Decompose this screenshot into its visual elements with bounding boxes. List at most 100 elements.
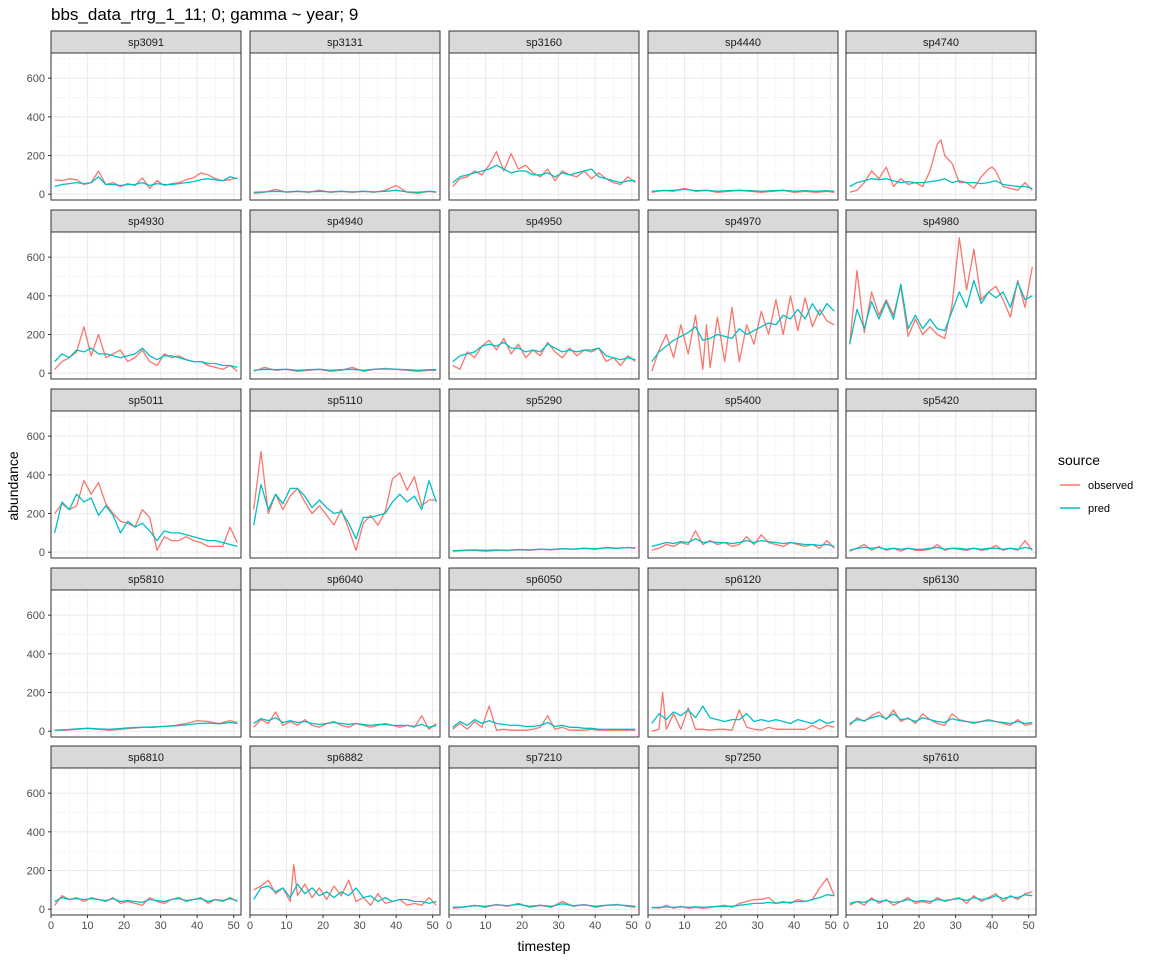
facet-panel-sp7610: sp7610 0 10 20 30 40 50 bbox=[843, 745, 1037, 932]
facet-panel-sp5011: sp5011 0 200 400 600 bbox=[27, 388, 242, 559]
y-tick-label: 0 bbox=[39, 547, 45, 559]
y-tick-label: 200 bbox=[27, 330, 45, 342]
facet-panel-sp4940: sp4940 bbox=[249, 209, 441, 380]
panel-background bbox=[449, 768, 639, 915]
series-line-pred bbox=[253, 717, 437, 728]
legend-title: source bbox=[1058, 452, 1100, 468]
panel-border bbox=[647, 589, 839, 738]
x-tick-label: 40 bbox=[986, 920, 998, 932]
y-tick-label: 200 bbox=[27, 688, 45, 700]
facet-label: sp5810 bbox=[128, 574, 164, 586]
panel-background bbox=[846, 590, 1036, 737]
x-tick-label: 30 bbox=[552, 920, 564, 932]
panel-border bbox=[845, 231, 1037, 380]
series-line-pred bbox=[253, 883, 437, 905]
facet-panel-sp4930: sp4930 0 200 400 600 bbox=[27, 209, 242, 380]
series-line-observed bbox=[849, 709, 1033, 727]
series-line-pred bbox=[651, 705, 835, 725]
facet-panel-sp6120: sp6120 bbox=[647, 567, 839, 738]
x-tick-label: 0 bbox=[446, 920, 452, 932]
series-line-observed bbox=[651, 691, 835, 732]
panel-background bbox=[250, 53, 440, 200]
panel-background bbox=[846, 53, 1036, 200]
panel-border bbox=[249, 410, 441, 559]
panel-border bbox=[845, 767, 1037, 916]
y-tick-label: 200 bbox=[27, 866, 45, 878]
panel-background bbox=[648, 768, 838, 915]
series-line-pred bbox=[452, 546, 636, 552]
panel-border bbox=[448, 52, 640, 201]
panel-border bbox=[249, 52, 441, 201]
y-tick-label: 0 bbox=[39, 368, 45, 380]
facet-panel-sp7250: sp7250 0 10 20 30 40 50 bbox=[645, 745, 839, 932]
panel-background bbox=[51, 590, 241, 737]
facet-panel-sp6810: sp6810 0 200 400 600 0 10 20 30 40 50 bbox=[27, 745, 242, 932]
x-tick-label: 50 bbox=[825, 920, 837, 932]
x-tick-label: 10 bbox=[876, 920, 888, 932]
y-tick-label: 600 bbox=[27, 73, 45, 85]
facet-panel-sp4970: sp4970 bbox=[647, 209, 839, 380]
panel-border bbox=[50, 410, 242, 559]
facet-label: sp4930 bbox=[128, 216, 164, 228]
panel-background bbox=[846, 768, 1036, 915]
facet-panel-sp4740: sp4740 bbox=[845, 30, 1037, 201]
series-line-pred bbox=[452, 718, 636, 730]
x-tick-label: 0 bbox=[48, 920, 54, 932]
series-line-pred bbox=[54, 721, 238, 731]
panel-border bbox=[249, 767, 441, 916]
series-line-pred bbox=[452, 164, 636, 184]
panel-background bbox=[449, 590, 639, 737]
panel-border bbox=[50, 231, 242, 380]
x-tick-label: 50 bbox=[228, 920, 240, 932]
legend-label-pred: pred bbox=[1088, 503, 1110, 515]
y-tick-label: 200 bbox=[27, 509, 45, 521]
series-line-pred bbox=[54, 896, 238, 904]
panel-background bbox=[51, 768, 241, 915]
series-line-observed bbox=[849, 139, 1033, 193]
x-tick-label: 20 bbox=[118, 920, 130, 932]
facet-panel-sp5110: sp5110 bbox=[249, 388, 441, 559]
y-tick-label: 0 bbox=[39, 904, 45, 916]
x-tick-label: 30 bbox=[154, 920, 166, 932]
facet-label: sp4970 bbox=[725, 216, 761, 228]
panel-background bbox=[250, 768, 440, 915]
facet-label: sp6882 bbox=[327, 752, 363, 764]
x-tick-label: 10 bbox=[280, 920, 292, 932]
legend: source observed pred bbox=[1058, 452, 1133, 515]
x-tick-label: 0 bbox=[843, 920, 849, 932]
x-tick-label: 40 bbox=[191, 920, 203, 932]
y-tick-label: 600 bbox=[27, 788, 45, 800]
series-line-pred bbox=[54, 493, 238, 548]
panel-background bbox=[449, 411, 639, 558]
panel-border bbox=[845, 52, 1037, 201]
series-line-pred bbox=[253, 479, 437, 540]
facet-panel-sp7210: sp7210 0 10 20 30 40 50 bbox=[446, 745, 640, 932]
x-tick-label: 0 bbox=[645, 920, 651, 932]
panel-border bbox=[249, 589, 441, 738]
panel-background bbox=[846, 411, 1036, 558]
x-tick-label: 30 bbox=[751, 920, 763, 932]
facet-panel-sp6040: sp6040 bbox=[249, 567, 441, 738]
x-tick-label: 50 bbox=[427, 920, 439, 932]
panel-border bbox=[448, 231, 640, 380]
series-line-observed bbox=[54, 326, 238, 372]
y-tick-label: 200 bbox=[27, 151, 45, 163]
series-line-pred bbox=[849, 178, 1033, 190]
facet-label: sp5011 bbox=[128, 395, 163, 407]
series-line-pred bbox=[651, 538, 835, 548]
panel-border bbox=[647, 52, 839, 201]
series-line-pred bbox=[849, 546, 1033, 551]
panel-background bbox=[449, 53, 639, 200]
panel-border bbox=[448, 410, 640, 559]
series-line-pred bbox=[651, 302, 835, 362]
x-tick-label: 20 bbox=[317, 920, 329, 932]
facet-panel-sp4980: sp4980 bbox=[845, 209, 1037, 380]
panel-border bbox=[448, 767, 640, 916]
facet-label: sp7210 bbox=[526, 752, 562, 764]
series-line-pred bbox=[849, 894, 1033, 905]
series-line-observed bbox=[54, 479, 238, 551]
facet-label: sp4980 bbox=[923, 216, 959, 228]
series-line-pred bbox=[54, 176, 238, 188]
series-line-pred bbox=[452, 341, 636, 363]
